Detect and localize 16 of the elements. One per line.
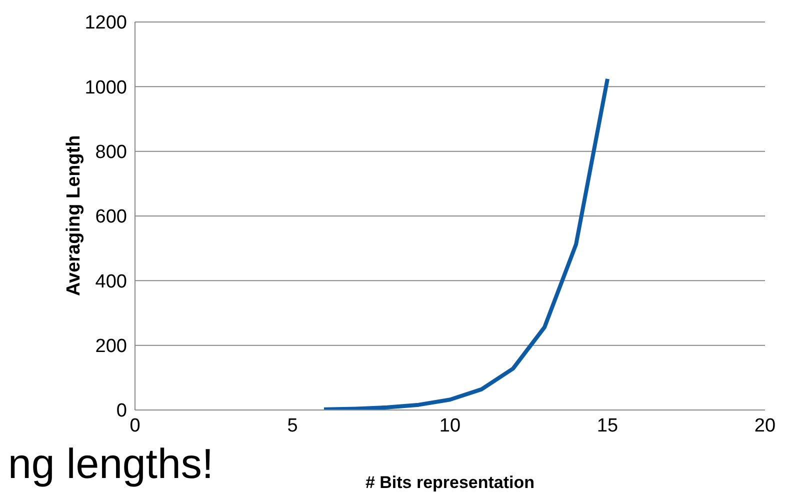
y-tick-label: 800 <box>95 142 127 164</box>
x-tick-label: 15 <box>596 415 618 436</box>
x-tick-label: 5 <box>287 415 298 436</box>
x-tick-label: 10 <box>439 415 461 436</box>
y-axis-title: Averaging Length <box>64 135 85 296</box>
y-tick-label: 0 <box>116 400 127 422</box>
y-tick-label: 400 <box>95 271 127 292</box>
text: ng lengths! <box>8 440 214 488</box>
y-tick-label: 600 <box>95 206 127 228</box>
y-tick-label: 200 <box>95 336 127 358</box>
line-series <box>322 76 610 410</box>
y-tick-label: 1200 <box>84 12 127 34</box>
y-tick-label: 1000 <box>84 77 127 98</box>
x-tick-label: 20 <box>754 415 776 436</box>
x-axis-title: # Bits representation <box>365 473 535 492</box>
x-tick-label: 0 <box>130 415 140 436</box>
